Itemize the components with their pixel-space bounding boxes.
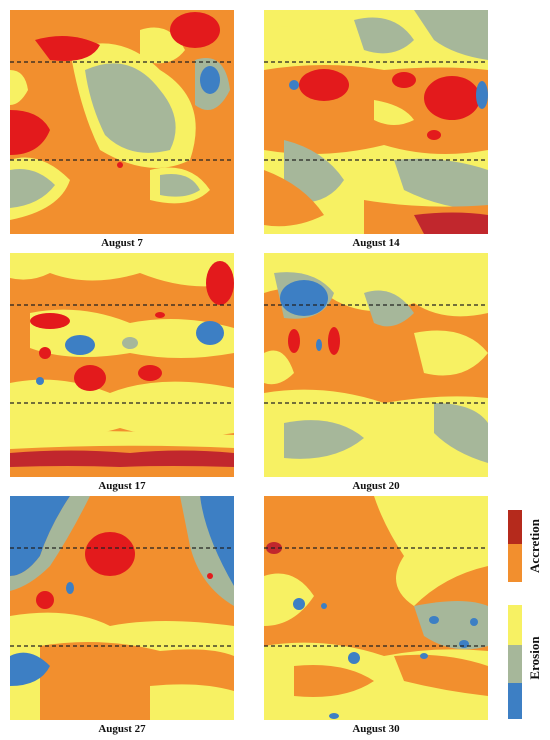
map-panel-aug30 bbox=[264, 496, 488, 720]
legend-label-erosion: Erosion bbox=[527, 636, 542, 680]
erosion-accretion-map bbox=[264, 253, 488, 477]
map-panel-aug20 bbox=[264, 253, 488, 477]
erosion-accretion-map bbox=[10, 496, 234, 720]
erosion-accretion-map bbox=[264, 10, 488, 234]
map-panel-aug7 bbox=[10, 10, 234, 234]
panel-caption: August 20 bbox=[352, 480, 400, 492]
panel-caption: August 17 bbox=[98, 480, 146, 492]
erosion-accretion-map bbox=[264, 496, 488, 720]
legend-swatch-erosion bbox=[508, 645, 522, 683]
panel-caption: August 7 bbox=[101, 237, 143, 249]
legend-swatch-strong-accretion bbox=[508, 510, 522, 544]
map-panel-aug17 bbox=[10, 253, 234, 477]
legend-swatch-neutral bbox=[508, 605, 522, 645]
erosion-accretion-map bbox=[10, 10, 234, 234]
panel-caption: August 27 bbox=[98, 723, 146, 735]
map-panel-aug27 bbox=[10, 496, 234, 720]
legend-label-accretion: Accretion bbox=[527, 519, 542, 573]
map-panel-aug14 bbox=[264, 10, 488, 234]
panel-caption: August 30 bbox=[352, 723, 400, 735]
legend-swatch-accretion bbox=[508, 544, 522, 582]
panel-caption: August 14 bbox=[352, 237, 400, 249]
legend-swatch-strong-erosion bbox=[508, 683, 522, 719]
erosion-accretion-map bbox=[10, 253, 234, 477]
